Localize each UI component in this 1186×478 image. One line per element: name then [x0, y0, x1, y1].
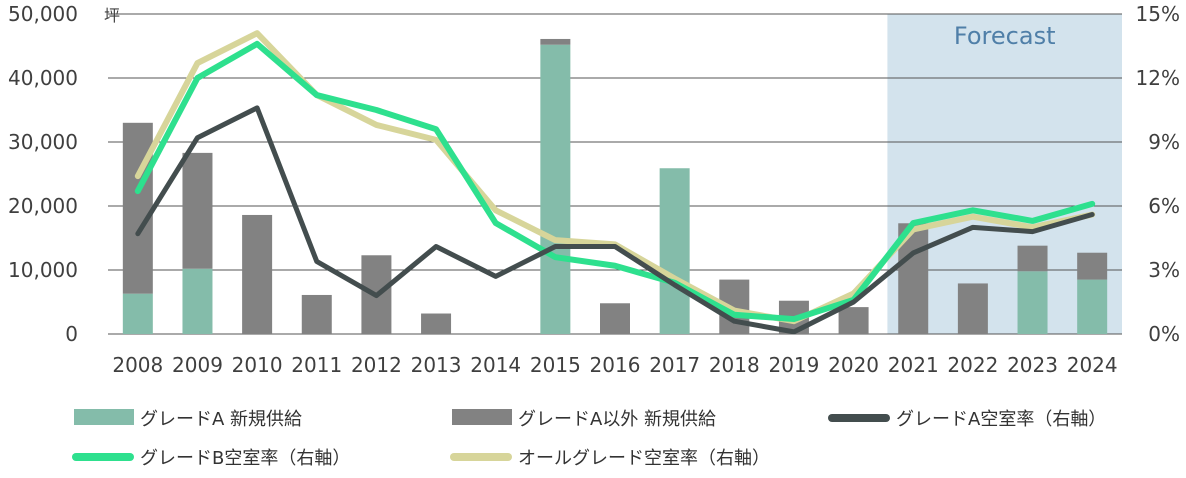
- x-tick-label: 2018: [709, 353, 760, 377]
- legend-grade-a-supply-swatch: [74, 409, 134, 425]
- x-tick-label: 2023: [1007, 353, 1058, 377]
- bar-non-grade-a-supply: [122, 122, 153, 294]
- bar-grade-a-supply: [182, 268, 213, 334]
- bar-grade-a-supply: [540, 44, 571, 334]
- x-tick-label: 2009: [172, 353, 223, 377]
- y-left-tick-label: 50,000: [8, 2, 78, 26]
- y-left-tick-label: 0: [65, 322, 78, 346]
- x-tick-label: 2013: [411, 353, 462, 377]
- x-tick-label: 2017: [649, 353, 700, 377]
- y-left-tick-label: 40,000: [8, 66, 78, 90]
- y-right-tick-label: 12%: [1136, 66, 1180, 90]
- legend-grade-a-supply-label: グレードA 新規供給: [140, 409, 302, 430]
- bar-non-grade-a-supply: [182, 152, 213, 269]
- x-tick-label: 2014: [470, 353, 521, 377]
- x-tick-label: 2016: [590, 353, 641, 377]
- bar-grade-a-supply: [1017, 271, 1048, 334]
- line-grade-b-vacancy: [134, 40, 1096, 323]
- bar-non-grade-a-supply: [301, 294, 332, 334]
- x-tick-label: 2022: [947, 353, 998, 377]
- y-left-tick-label: 30,000: [8, 130, 78, 154]
- bar-non-grade-a-supply: [1017, 245, 1048, 272]
- bar-non-grade-a-supply: [838, 307, 869, 334]
- y-right-tick-label: 0%: [1148, 322, 1180, 346]
- y-left-unit: 坪: [104, 6, 120, 25]
- bar-grade-a-supply: [1077, 279, 1108, 334]
- bar-grade-a-supply: [122, 293, 153, 334]
- x-tick-label: 2012: [351, 353, 402, 377]
- bar-non-grade-a-supply: [1077, 252, 1108, 280]
- x-tick-label: 2008: [112, 353, 163, 377]
- y-right-tick-label: 15%: [1136, 2, 1180, 26]
- legend-non-grade-a-supply-swatch: [452, 409, 512, 425]
- bar-non-grade-a-supply: [242, 214, 273, 334]
- x-tick-label: 2011: [291, 353, 342, 377]
- bar-non-grade-a-supply: [421, 313, 452, 334]
- y-right-tick-label: 3%: [1148, 258, 1180, 282]
- x-tick-label: 2019: [768, 353, 819, 377]
- y-right-tick-label: 6%: [1148, 194, 1180, 218]
- forecast-label: Forecast: [954, 22, 1056, 50]
- bar-non-grade-a-supply: [957, 283, 988, 334]
- legend-non-grade-a-supply-label: グレードA以外 新規供給: [518, 409, 716, 430]
- bar-non-grade-a-supply: [600, 303, 630, 334]
- legend-all-grade-vacancy-label: オールグレード空室率（右軸）: [518, 448, 770, 469]
- legend-grade-a-vacancy-label: グレードA空室率（右軸）: [896, 409, 1106, 430]
- y-left-tick-label: 10,000: [8, 258, 78, 282]
- bar-non-grade-a-supply: [540, 38, 571, 45]
- x-tick-label: 2020: [828, 353, 879, 377]
- x-tick-label: 2024: [1067, 353, 1118, 377]
- y-right-tick-label: 9%: [1148, 130, 1180, 154]
- x-tick-label: 2010: [232, 353, 283, 377]
- x-tick-label: 2021: [888, 353, 939, 377]
- line-grade-a-vacancy: [135, 105, 1095, 335]
- legend-grade-b-vacancy-label: グレードB空室率（右軸）: [140, 448, 350, 469]
- bar-grade-a-supply: [659, 168, 690, 334]
- x-tick-label: 2015: [530, 353, 581, 377]
- y-left-tick-label: 20,000: [8, 194, 78, 218]
